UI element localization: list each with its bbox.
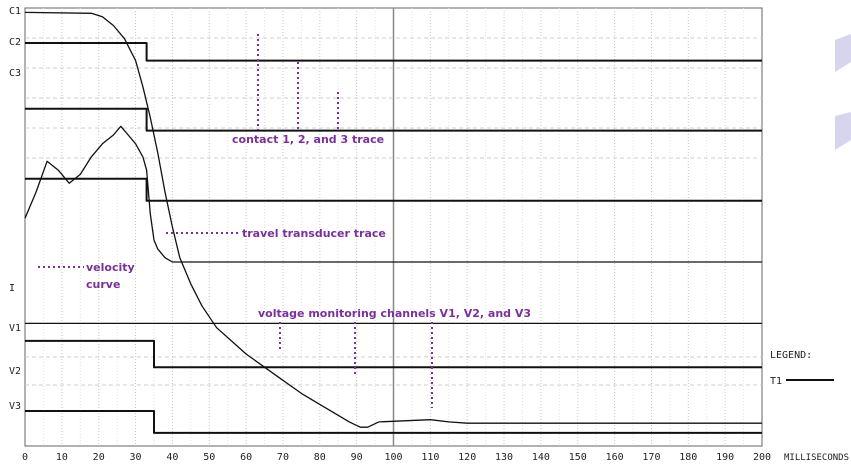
x-tick-label: 40 bbox=[166, 452, 178, 463]
x-tick-label: 170 bbox=[642, 452, 660, 463]
legend: LEGEND: T1 bbox=[770, 350, 834, 387]
annotation-voltage: voltage monitoring channels V1, V2, and … bbox=[258, 307, 531, 408]
x-tick-label: 70 bbox=[277, 452, 289, 463]
series-line bbox=[25, 107, 762, 132]
series-line bbox=[24, 11, 762, 428]
x-tick-label: 150 bbox=[569, 452, 587, 463]
annotation-velocity: velocity curve bbox=[38, 261, 135, 291]
x-tick-label: 90 bbox=[351, 452, 363, 463]
x-axis-ticks: 0 10 20 30 40 50 60 70 80 90 100 110 120 130 140 150 160… bbox=[22, 452, 771, 463]
series-line bbox=[25, 410, 762, 434]
x-axis-label: MILLISECONDS bbox=[784, 453, 849, 463]
x-tick-label: 80 bbox=[314, 452, 326, 463]
x-tick-label: 130 bbox=[495, 452, 513, 463]
annotation-velocity-label-2: curve bbox=[86, 278, 120, 291]
series-line bbox=[24, 125, 762, 263]
series-line bbox=[25, 42, 762, 62]
x-tick-label: 180 bbox=[679, 452, 697, 463]
x-tick-label: 60 bbox=[240, 452, 252, 463]
x-tick-label: 20 bbox=[93, 452, 105, 463]
x-tick-label: 10 bbox=[56, 452, 68, 463]
annotation-contacts: contact 1, 2, and 3 trace bbox=[232, 34, 384, 146]
x-tick-label: 0 bbox=[22, 452, 28, 463]
x-tick-label: 50 bbox=[203, 452, 215, 463]
x-tick-label: 30 bbox=[130, 452, 142, 463]
x-tick-label: 140 bbox=[532, 452, 550, 463]
channel-label: V2 bbox=[9, 366, 21, 377]
x-tick-label: 120 bbox=[458, 452, 476, 463]
annotation-contacts-label: contact 1, 2, and 3 trace bbox=[232, 133, 384, 146]
plot-grid bbox=[24, 7, 763, 447]
channel-label: C2 bbox=[9, 37, 21, 48]
x-tick-label: 200 bbox=[753, 452, 771, 463]
legend-title: LEGEND: bbox=[770, 350, 812, 361]
plot-series bbox=[24, 11, 762, 434]
channel-label: V1 bbox=[9, 323, 21, 334]
legend-entry-t1: T1 bbox=[770, 376, 782, 387]
x-tick-label: 110 bbox=[421, 452, 439, 463]
channel-label: V3 bbox=[9, 401, 21, 412]
channel-label: C3 bbox=[9, 68, 21, 79]
channel-label: C1 bbox=[9, 6, 21, 17]
series-line bbox=[25, 339, 762, 369]
annotation-velocity-label: velocity bbox=[86, 261, 135, 274]
series-line bbox=[25, 177, 762, 202]
annotation-travel: travel transducer trace bbox=[166, 227, 386, 240]
x-tick-label: 160 bbox=[606, 452, 624, 463]
decor-marks bbox=[835, 34, 851, 150]
channel-label: I bbox=[9, 283, 15, 294]
annotation-voltage-label: voltage monitoring channels V1, V2, and … bbox=[258, 307, 531, 320]
x-tick-label: 100 bbox=[384, 452, 402, 463]
channel-labels: C1 C2 C3 I V1 V2 V3 bbox=[9, 6, 21, 412]
annotation-travel-label: travel transducer trace bbox=[242, 227, 386, 240]
x-tick-label: 190 bbox=[716, 452, 734, 463]
